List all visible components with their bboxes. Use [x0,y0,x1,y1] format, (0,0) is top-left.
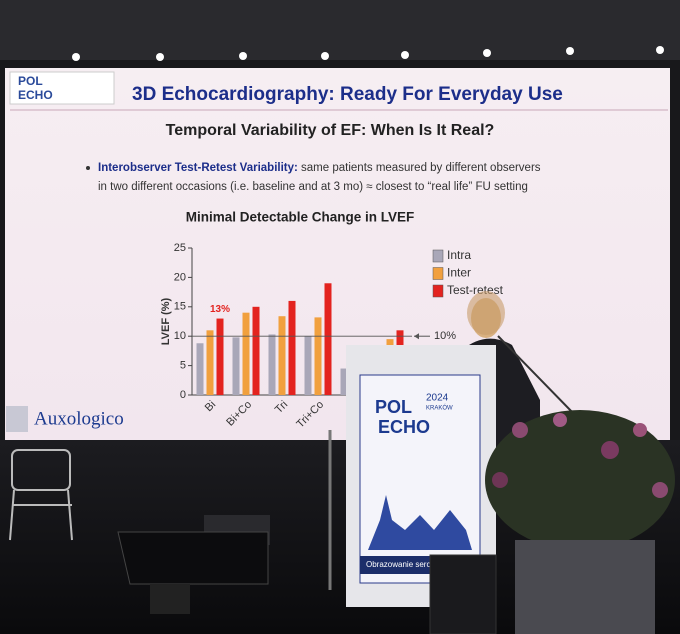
bar [216,318,224,395]
legend-swatch [432,267,444,280]
bar [196,343,204,395]
bullet-text: same patients measured by different obse… [298,162,541,174]
y-tick-label: 0 [180,389,186,401]
bar [232,337,240,395]
bar [304,336,312,395]
bar [314,317,322,395]
floor-monitor [117,531,269,585]
bullet-dot [86,166,90,170]
slide-title: 3D Echocardiography: Ready For Everyday … [132,84,563,105]
bar [288,300,296,395]
y-tick-label: 25 [174,242,186,254]
logo-text: POL [18,74,43,88]
bar [268,334,276,395]
legend-label: Inter [447,266,471,280]
y-tick-label: 10 [174,330,186,342]
chair [9,449,73,541]
reference-label: 10% [434,330,456,342]
reference-arrowhead [414,333,419,340]
podium-text: KRAKÓW [426,405,453,412]
chart-title: Minimal Detectable Change in LVEF [186,210,415,225]
sponsor-logo: Auxologico [34,408,124,429]
sponsor-icon [6,406,28,432]
bullet-line: in two different occasions (i.e. baselin… [98,181,528,193]
bar [340,368,348,395]
bar [324,283,332,395]
bar [242,312,250,395]
podium-text: 2024 [426,393,449,404]
slide [5,68,670,440]
bar [252,306,260,395]
legend-swatch [432,284,444,298]
logo-box [9,71,115,105]
y-tick-label: 15 [174,301,186,313]
legend-label: Intra [447,248,471,262]
podium: POL 2024 KRAKÓW ECHO Obrazowanie serca - [346,345,496,607]
legend-swatch [432,249,444,263]
ceiling [0,0,680,60]
speaker-box [429,554,497,634]
podium-text: ECHO [378,417,430,437]
data-label: 13% [210,304,230,315]
monitor-stand [150,584,190,614]
bullet-line: Interobserver Test-Retest Variability: s… [98,162,541,174]
podium-text: Obrazowanie serca - [366,560,440,569]
logo-text: ECHO [18,88,53,102]
flowers [485,410,675,634]
bar [206,330,214,395]
y-axis-label: LVEF (%) [160,297,172,345]
bullet-lead: Interobserver Test-Retest Variability: [98,162,298,174]
stage-lights [72,46,664,61]
bar [278,316,286,395]
mic-stand [497,335,576,416]
y-tick-label: 5 [180,360,186,372]
y-tick-label: 20 [174,271,186,283]
podium-text: POL [375,397,412,417]
slide-subtitle: Temporal Variability of EF: When Is It R… [166,122,495,139]
